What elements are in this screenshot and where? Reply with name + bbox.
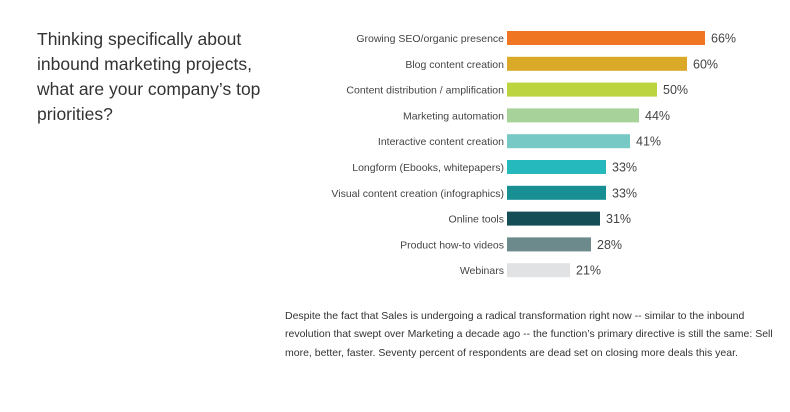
- category-label: Marketing automation: [403, 110, 504, 122]
- value-label: 50%: [663, 83, 688, 97]
- category-label: Interactive content creation: [378, 136, 504, 148]
- value-label: 41%: [636, 135, 661, 149]
- category-label: Visual content creation (infographics): [331, 188, 504, 200]
- value-label: 33%: [612, 186, 637, 200]
- category-label: Content distribution / amplification: [346, 85, 504, 97]
- category-label: Product how-to videos: [400, 239, 504, 251]
- category-label: Growing SEO/organic presence: [356, 33, 504, 45]
- bar: [507, 211, 600, 226]
- value-label: 66%: [711, 32, 736, 46]
- bar: [507, 108, 639, 123]
- value-label: 28%: [597, 238, 622, 252]
- bar: [507, 82, 657, 97]
- category-label: Blog content creation: [405, 59, 504, 71]
- bar: [507, 134, 630, 149]
- value-label: 33%: [612, 161, 637, 175]
- value-label: 31%: [606, 212, 631, 226]
- bar: [507, 237, 591, 252]
- bar: [507, 160, 606, 174]
- value-label: 44%: [645, 109, 670, 123]
- caption-paragraph: Despite the fact that Sales is undergoin…: [285, 310, 773, 359]
- bar-chart: Growing SEO/organic presence 66% Blog cont…: [331, 31, 736, 278]
- category-label: Webinars: [460, 265, 504, 277]
- category-label: Online tools: [449, 214, 504, 226]
- bar: [507, 263, 570, 278]
- bar: [507, 56, 687, 71]
- chart-title: Thinking specifically about inbound mark…: [37, 29, 261, 124]
- value-label: 60%: [693, 57, 718, 71]
- bar: [507, 185, 606, 200]
- value-label: 21%: [576, 264, 601, 278]
- bar: [507, 31, 705, 45]
- category-label: Longform (Ebooks, whitepapers): [352, 162, 504, 174]
